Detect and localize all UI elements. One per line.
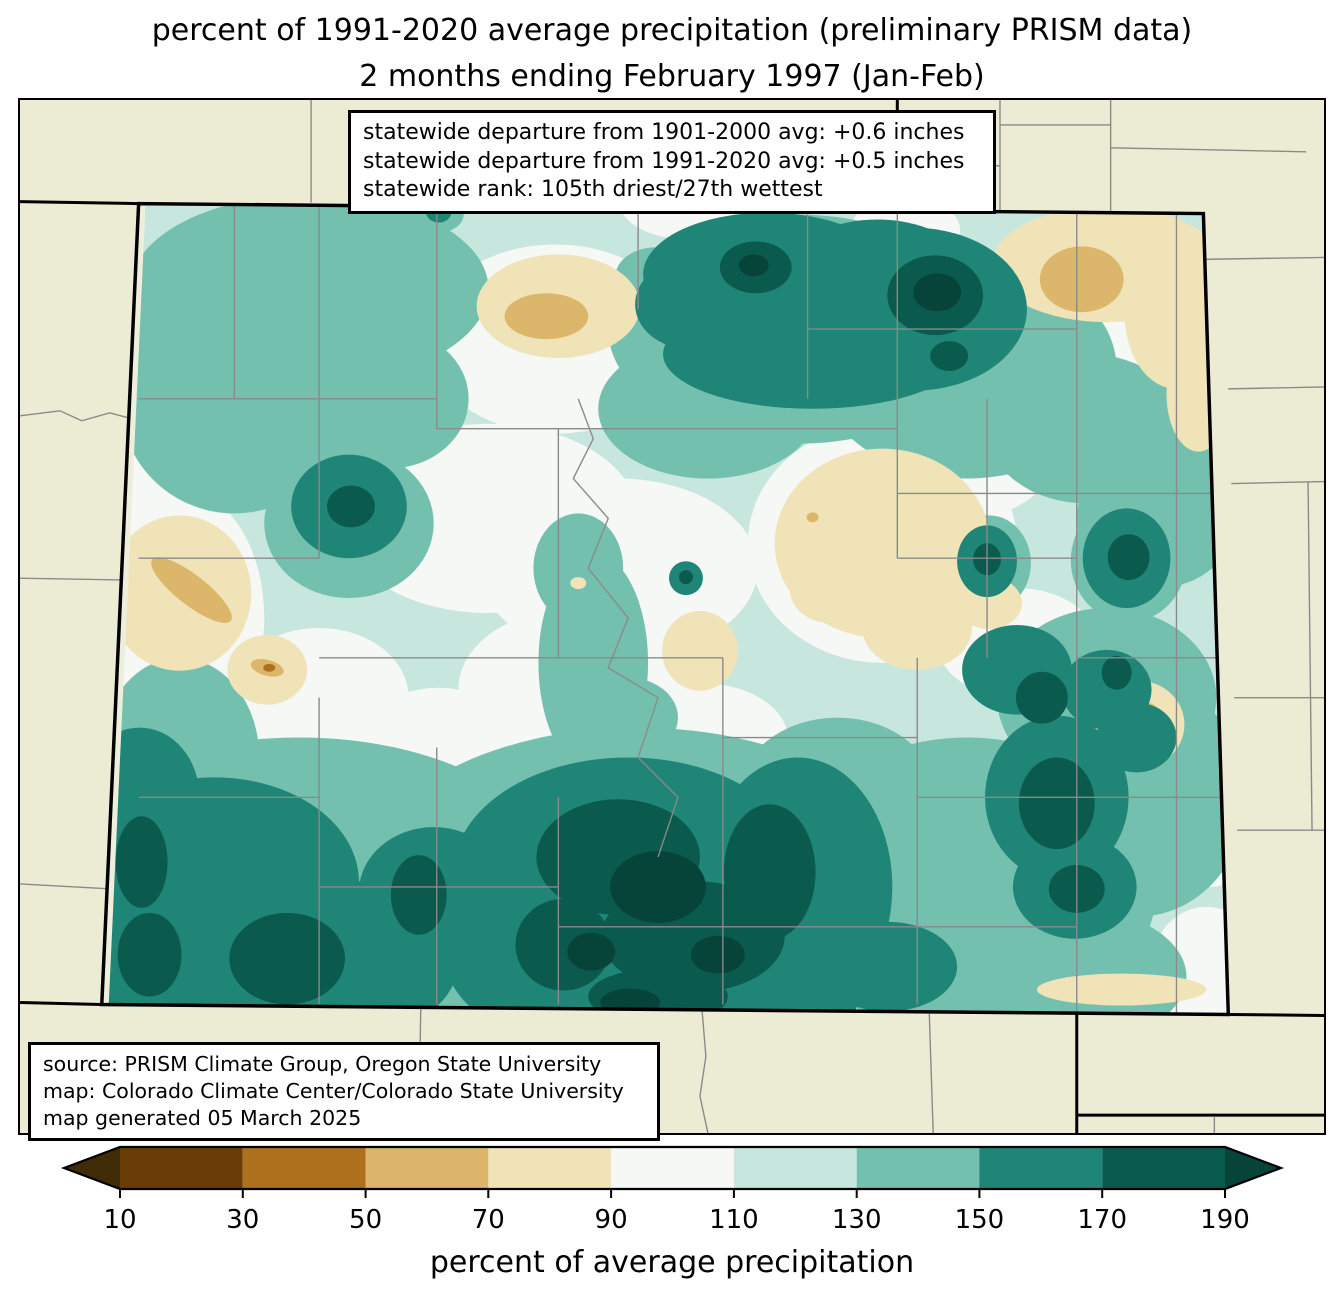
tick-label: 50 [349,1205,382,1235]
title-line-2: 2 months ending February 1997 (Jan-Feb) [359,58,985,94]
stats-box: statewide departure from 1901-2000 avg: … [348,110,996,214]
tick-label: 30 [226,1205,259,1235]
colorbar-band [242,1147,366,1189]
band-over-190-region [567,254,962,1015]
source-box: source: PRISM Climate Group, Oregon Stat… [28,1042,660,1142]
tick-label: 130 [832,1205,882,1235]
colorbar-band [365,1147,489,1189]
tick-label: 10 [103,1205,136,1235]
colorbar-ticks [119,1189,1226,1198]
colorbar-band [120,1147,243,1189]
colorado-precipitation-map [20,100,1324,1133]
tick-label: 90 [595,1205,628,1235]
source-line-2: map: Colorado Climate Center/Colorado St… [43,1079,624,1104]
source-line-1: source: PRISM Climate Group, Oregon Stat… [43,1052,602,1076]
colorbar-segments [60,1145,1285,1191]
tick-label: 70 [472,1205,505,1235]
tick-label: 170 [1077,1205,1127,1235]
colorbar-band [1102,1147,1225,1189]
colorbar-under-arrow [64,1147,120,1189]
tick-label: 110 [709,1205,759,1235]
tick-label: 150 [955,1205,1005,1235]
colorbar-svg: 10 30 50 70 90 110 130 150 170 190 perce… [60,1145,1285,1280]
source-line-3: map generated 05 March 2025 [43,1106,362,1131]
stats-line-3: statewide rank: 105th driest/27th wettes… [363,177,823,203]
colorbar-over-arrow [1225,1147,1281,1189]
tick-label: 190 [1200,1205,1250,1235]
colorbar-band [856,1147,980,1189]
figure-title: percent of 1991-2020 average precipitati… [0,8,1344,100]
title-line-1: percent of 1991-2020 average precipitati… [151,13,1193,48]
colorbar: 10 30 50 70 90 110 130 150 170 190 perce… [0,1140,1344,1299]
colorbar-axis-label: percent of average precipitation [430,1245,914,1280]
map-panel [18,98,1326,1135]
colorbar-band [979,1147,1103,1189]
colorbar-tick-labels: 10 30 50 70 90 110 130 150 170 190 [103,1205,1249,1235]
colorbar-band [733,1147,857,1189]
stats-line-1: statewide departure from 1901-2000 avg: … [363,120,965,145]
colorbar-band [611,1147,734,1189]
colorado-county-lines [138,203,1229,1015]
stats-line-2: statewide departure from 1991-2020 avg: … [363,148,965,174]
colorbar-band [488,1147,612,1189]
neighbor-county-lines [20,100,1324,1133]
